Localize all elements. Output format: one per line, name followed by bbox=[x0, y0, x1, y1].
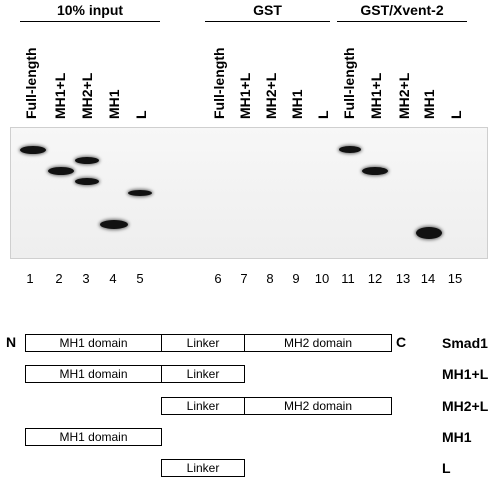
lane-number-3: 3 bbox=[82, 271, 90, 286]
group-title-input: 10% input bbox=[56, 2, 124, 18]
band-lane-3-upper bbox=[75, 157, 99, 164]
c-terminus-label: C bbox=[396, 334, 407, 350]
mh1l-mh1-domain: MH1 domain bbox=[25, 365, 162, 383]
lane-label-8: MH2+L bbox=[263, 72, 279, 119]
lane-number-8: 8 bbox=[266, 271, 274, 286]
band-lane-12 bbox=[362, 167, 388, 175]
group-line-gst-xvent2 bbox=[337, 21, 467, 22]
lane-number-7: 7 bbox=[240, 271, 248, 286]
smad1-linker: Linker bbox=[161, 334, 245, 352]
smad1-mh1-domain: MH1 domain bbox=[25, 334, 162, 352]
group-title-gst-xvent2: GST/Xvent-2 bbox=[360, 2, 444, 18]
lane-number-6: 6 bbox=[214, 271, 222, 286]
band-lane-3-lower bbox=[75, 178, 99, 185]
mh1l-linker: Linker bbox=[161, 365, 245, 383]
construct-name-mh1: MH1 bbox=[442, 429, 472, 445]
lane-number-9: 9 bbox=[292, 271, 300, 286]
lane-number-4: 4 bbox=[109, 271, 117, 286]
lane-number-12: 12 bbox=[367, 271, 383, 286]
lane-number-10: 10 bbox=[314, 271, 330, 286]
lane-label-15: L bbox=[448, 110, 464, 119]
l-linker: Linker bbox=[161, 459, 245, 477]
western-blot bbox=[10, 127, 488, 259]
band-lane-1 bbox=[20, 146, 46, 154]
lane-label-14: MH1 bbox=[421, 89, 437, 119]
band-lane-11 bbox=[339, 146, 361, 153]
construct-name-mh2l: MH2+L bbox=[442, 398, 489, 414]
lane-label-11: Full-length bbox=[341, 47, 357, 119]
lane-number-14: 14 bbox=[420, 271, 436, 286]
lane-number-2: 2 bbox=[55, 271, 63, 286]
lane-label-3: MH2+L bbox=[79, 72, 95, 119]
mh1-mh1-domain: MH1 domain bbox=[25, 428, 162, 446]
band-lane-4 bbox=[100, 220, 128, 229]
mh2l-linker: Linker bbox=[161, 397, 245, 415]
lane-number-13: 13 bbox=[395, 271, 411, 286]
lane-number-1: 1 bbox=[26, 271, 34, 286]
lane-label-6: Full-length bbox=[211, 47, 227, 119]
band-lane-14 bbox=[416, 227, 442, 239]
lane-label-5: L bbox=[133, 110, 149, 119]
lane-label-1: Full-length bbox=[23, 47, 39, 119]
lane-label-2: MH1+L bbox=[52, 72, 68, 119]
lane-label-12: MH1+L bbox=[368, 72, 384, 119]
band-lane-2 bbox=[48, 167, 74, 175]
construct-name-l: L bbox=[442, 460, 451, 476]
lane-label-4: MH1 bbox=[106, 89, 122, 119]
lane-number-5: 5 bbox=[136, 271, 144, 286]
lane-label-10: L bbox=[315, 110, 331, 119]
construct-name-mh1l: MH1+L bbox=[442, 366, 489, 382]
band-lane-5 bbox=[128, 190, 152, 196]
construct-name-smad1: Smad1 bbox=[442, 335, 488, 351]
lane-label-13: MH2+L bbox=[396, 72, 412, 119]
smad1-mh2-domain: MH2 domain bbox=[244, 334, 392, 352]
n-terminus-label: N bbox=[6, 334, 17, 350]
group-line-input bbox=[20, 21, 160, 22]
lane-number-15: 15 bbox=[447, 271, 463, 286]
mh2l-mh2-domain: MH2 domain bbox=[244, 397, 392, 415]
group-title-gst: GST bbox=[253, 2, 282, 18]
group-line-gst bbox=[205, 21, 330, 22]
lane-label-7: MH1+L bbox=[237, 72, 253, 119]
lane-number-11: 11 bbox=[341, 271, 355, 286]
lane-label-9: MH1 bbox=[289, 89, 305, 119]
